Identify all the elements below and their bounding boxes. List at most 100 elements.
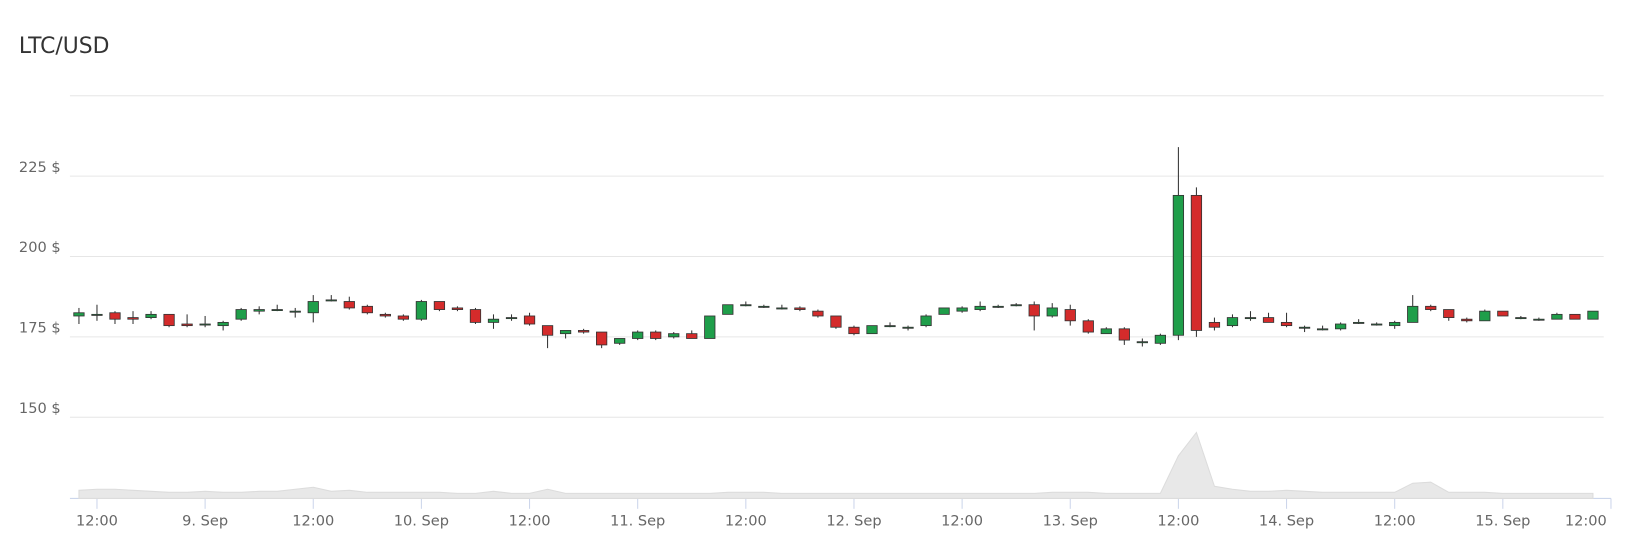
- candle-body: [541, 325, 554, 336]
- candle-body: [343, 301, 355, 309]
- candle-body: [415, 301, 428, 320]
- candle-body: [704, 315, 716, 339]
- candle-body: [1172, 194, 1185, 336]
- candle-body: [361, 305, 373, 314]
- candle-body: [271, 309, 283, 312]
- x-tick-label: 11. Sep: [610, 512, 665, 529]
- candle-body: [1226, 317, 1239, 327]
- candle-body: [253, 309, 265, 312]
- candle-body: [1316, 328, 1329, 331]
- candle-body: [1461, 318, 1473, 322]
- candle-body: [812, 310, 824, 317]
- candle-body: [181, 323, 193, 327]
- x-tick-label: 12:00: [1157, 512, 1199, 529]
- y-tick-label: 225 $: [19, 159, 61, 176]
- candle-body: [1064, 309, 1076, 322]
- candle-body: [1154, 334, 1166, 344]
- candle-body: [577, 330, 590, 333]
- candle-body: [830, 315, 842, 328]
- candle-body: [776, 307, 788, 310]
- candle-body: [217, 321, 229, 327]
- candle-body: [1082, 320, 1094, 333]
- candle-body: [1190, 194, 1203, 331]
- y-tick-label: 200 $: [19, 239, 61, 256]
- x-tick-label: 12:00: [76, 512, 118, 529]
- candle-body: [1010, 304, 1022, 307]
- candle-body: [1353, 321, 1365, 324]
- x-tick-label: 14. Sep: [1259, 512, 1314, 529]
- y-tick-label: 150 $: [19, 400, 61, 417]
- candle-body: [325, 299, 337, 302]
- candle-body: [1208, 321, 1221, 328]
- candle-body: [1533, 318, 1545, 321]
- candle-body: [1100, 328, 1112, 335]
- candle-body: [451, 307, 464, 310]
- x-tick-label: 12. Sep: [826, 512, 881, 529]
- x-tick-label: 12:00: [1565, 512, 1607, 529]
- candle-body: [1569, 313, 1581, 320]
- candle-body: [974, 305, 986, 310]
- volume-area: [78, 431, 1594, 499]
- x-tick-label: 15. Sep: [1475, 512, 1530, 529]
- candle-body: [632, 331, 644, 339]
- candle-body: [848, 326, 860, 335]
- candle-body: [505, 317, 518, 320]
- candle-body: [1280, 321, 1293, 327]
- candle-body: [523, 315, 536, 325]
- candle-body: [109, 312, 121, 320]
- candle-body: [1118, 328, 1130, 341]
- candle-body: [1334, 323, 1347, 330]
- candle-body: [1407, 305, 1419, 323]
- candle-body: [1028, 304, 1040, 317]
- candle-body: [1551, 313, 1563, 320]
- candle-body: [1046, 307, 1058, 317]
- candle-body: [614, 338, 626, 344]
- candle-body: [433, 301, 446, 310]
- x-tick-label: 12:00: [509, 512, 551, 529]
- x-tick-label: 12:00: [1374, 512, 1416, 529]
- candle-body: [686, 333, 698, 339]
- x-tick-label: 10. Sep: [394, 512, 449, 529]
- x-tick-label: 12:00: [941, 512, 983, 529]
- candle-body: [1298, 326, 1311, 329]
- x-tick-label: 12:00: [725, 512, 767, 529]
- candle-body: [1371, 323, 1383, 326]
- candle-body: [559, 330, 572, 335]
- candle-body: [73, 312, 85, 317]
- candle-body: [596, 331, 608, 346]
- candle-body: [469, 309, 482, 323]
- candle-body: [650, 331, 662, 339]
- candle-body: [397, 315, 409, 320]
- candle-body: [1479, 310, 1491, 322]
- candle-body: [487, 318, 500, 323]
- candle-body: [1244, 317, 1257, 320]
- candle-body: [1515, 317, 1527, 320]
- y-tick-label: 175 $: [19, 320, 61, 337]
- candle-body: [1587, 310, 1599, 320]
- candle-body: [145, 313, 157, 318]
- candle-body: [1425, 305, 1437, 310]
- candle-body: [235, 309, 247, 320]
- candle-body: [938, 307, 950, 315]
- candle-body: [740, 304, 752, 307]
- candle-body: [127, 317, 139, 320]
- candle-body: [163, 313, 175, 327]
- candle-body: [902, 326, 914, 329]
- candle-body: [1443, 309, 1455, 318]
- candle-body: [794, 307, 806, 310]
- x-tick-label: 12:00: [292, 512, 334, 529]
- candle-body: [956, 307, 968, 312]
- candle-body: [289, 310, 301, 313]
- candle-body: [668, 333, 680, 338]
- candle-body: [379, 313, 391, 317]
- chart-title: LTC/USD: [19, 34, 110, 59]
- candle-body: [1389, 321, 1401, 327]
- x-tick-label: 9. Sep: [182, 512, 228, 529]
- candle-body: [866, 325, 878, 335]
- candle-body: [91, 313, 103, 316]
- candle-body: [307, 301, 319, 314]
- candle-body: [722, 304, 734, 315]
- candle-body: [884, 325, 896, 328]
